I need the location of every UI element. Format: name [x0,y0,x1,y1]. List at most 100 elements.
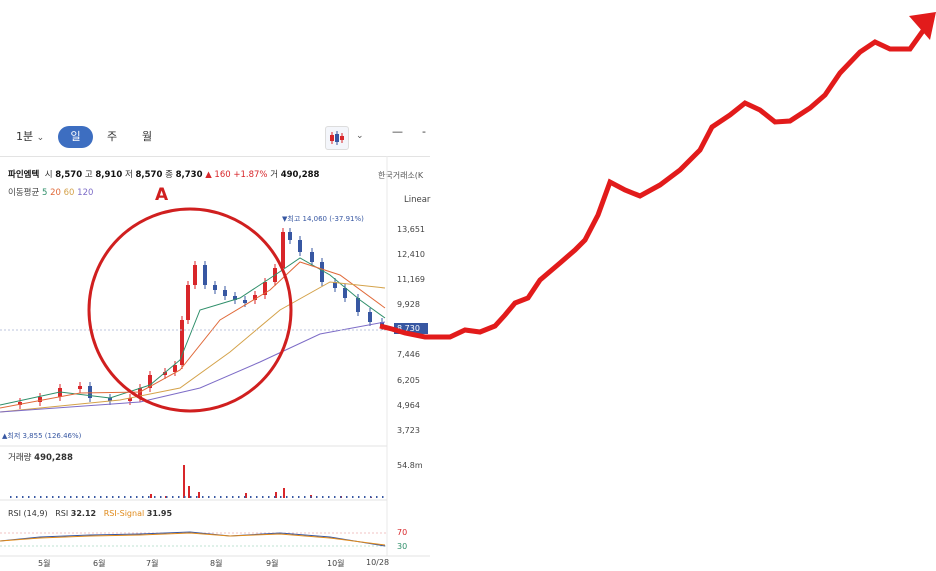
scale-label[interactable]: Linear [404,195,431,205]
candle-body [180,320,184,365]
chart-type-dropdown[interactable]: ⌄ [356,131,364,141]
volume-bar [382,496,384,498]
high-label: 고 [84,170,93,180]
dash-tool-icon[interactable]: - [422,125,426,138]
volume-bar [198,492,200,498]
candle-body [203,265,207,285]
volume-bar [262,496,264,498]
volume-bar [150,494,152,498]
rsi-upper-tick: 70 [397,528,408,537]
volume-bar [283,488,285,498]
volume-bar [256,496,258,498]
volume-bar [370,496,372,498]
candle-body [88,386,92,398]
ma-120: 120 [77,188,94,198]
ohlc-info: 파인엠텍 시 8,570 고 8,910 저 8,570 종 8,730 ▲ 1… [8,168,319,180]
candle-body [173,365,177,372]
volume-bar [28,496,30,498]
volume-bar [154,496,156,498]
high-value: 8,910 [95,170,123,180]
volume-bar [16,496,18,498]
volume-bar [196,496,198,498]
chevron-down-icon[interactable]: ⌄ [36,133,45,143]
price-tick: 3,723 [397,426,420,435]
volume-bar [76,496,78,498]
volume-bar [286,496,288,498]
candle-body [281,232,285,268]
volume-bar [40,496,42,498]
volume-bar [214,496,216,498]
low-value: 8,570 [135,170,163,180]
volume-bar [340,496,342,498]
price-tick: 4,964 [397,401,420,410]
rsi-label: RSI [55,509,69,518]
candle-body [38,397,42,402]
volume-bar [280,496,282,498]
volume-bar [275,492,277,498]
price-tick: 12,410 [397,250,425,259]
candle-body [320,262,324,282]
close-label: 종 [165,170,173,180]
volume-label: 거 [270,170,279,180]
line-tool-icon[interactable]: — [392,125,403,138]
volume-bar [112,496,114,498]
candle-body [310,252,314,262]
candlestick-type-icon[interactable] [325,126,349,150]
rsi-title: RSI (14,9) [8,509,48,518]
candle-body [213,285,217,290]
candle-body [193,265,197,285]
candle-body [18,402,22,405]
ma60-line [0,281,386,413]
candle-body [368,312,372,322]
rsi-panel-label: RSI (14,9) RSI 32.12 RSI-Signal 31.95 [8,509,172,518]
volume-bar [352,496,354,498]
open-value: 8,570 [55,170,83,180]
x-tick: 10/28 [366,558,390,567]
candle-body [333,282,337,288]
volume-bar [250,496,252,498]
volume-bar [70,496,72,498]
candle-body [78,386,82,389]
x-tick: 8월 [210,559,223,568]
x-tick: 10월 [327,559,345,568]
candle-body [138,388,142,398]
interval-month-tab[interactable]: 월 [142,130,153,143]
volume-bar [88,496,90,498]
volume-bar [202,496,204,498]
price-tick: 11,169 [397,275,425,284]
volume-max-tick: 54.8m [397,461,423,470]
candle-body [356,298,360,312]
chart-toolbar: 1분 ⌄ 일 주 월 ⌄ — - [0,118,430,157]
low-annotation: ▲최저 3,855 (126.46%) [2,432,82,440]
arrowhead-icon [909,12,936,40]
volume-bar [245,493,247,498]
volume-bar [106,496,108,498]
candle-body [163,372,167,375]
rsi-value: 32.12 [70,509,97,518]
interval-day-tab[interactable]: 일 [58,126,93,148]
rsi-lower-tick: 30 [397,542,408,551]
volume-bar [184,496,186,498]
ma5-line [0,257,386,406]
interval-1min-label: 1분 [16,130,34,143]
x-tick: 6월 [93,559,106,568]
volume-bar [322,496,324,498]
volume-bar [358,496,360,498]
candle-body [288,232,292,240]
volume-bar [346,496,348,498]
price-tick: 13,651 [397,225,425,234]
interval-1min[interactable]: 1분 ⌄ [16,128,44,144]
annotation-trend-arrow-line [379,26,928,340]
candle-body [186,285,190,320]
volume-bar [208,496,210,498]
interval-week-tab[interactable]: 주 [107,130,118,143]
volume-bar [166,496,168,498]
candle-body [343,288,347,298]
volume-bar [82,496,84,498]
x-tick: 9월 [266,559,279,568]
high-annotation: ▼최고 14,060 (-37.91%) [282,215,364,223]
volume-bar [304,496,306,498]
ma20-line [0,261,386,409]
volume-bar [100,496,102,498]
